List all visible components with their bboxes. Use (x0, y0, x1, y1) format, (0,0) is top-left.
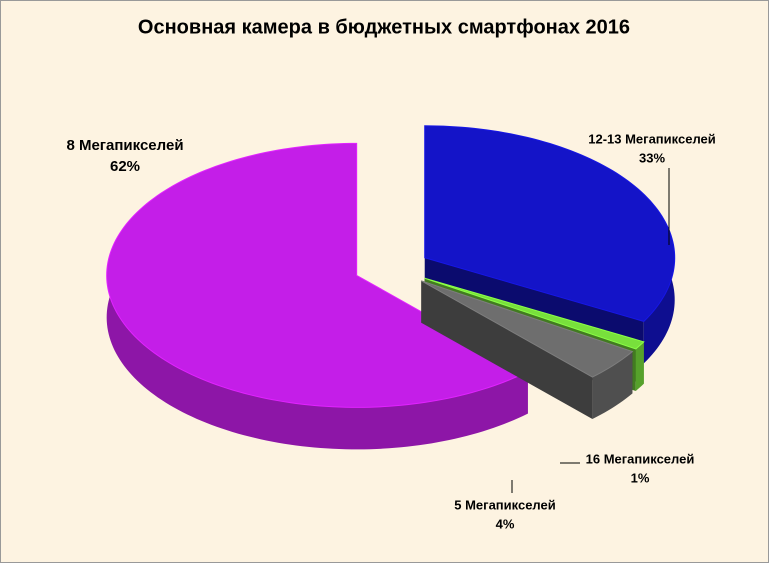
data-label-value: 4% (496, 516, 515, 531)
slice (424, 277, 645, 350)
slice-side (592, 351, 633, 420)
chart-title: Основная камера в бюджетных смартфонах 2… (138, 16, 630, 38)
data-label-name: 5 Мегапикселей (454, 497, 556, 512)
slice-side (421, 280, 593, 420)
slice (421, 280, 634, 378)
slice-side (106, 143, 528, 450)
data-label-value: 1% (631, 470, 650, 485)
data-label-name: 8 Мегапикселей (66, 137, 183, 154)
data-label-name: 16 Мегапикселей (586, 451, 695, 466)
data-label-name: 12-13 Мегапикселей (588, 131, 716, 146)
slice (424, 125, 676, 322)
data-label-value: 62% (110, 158, 140, 175)
slice (106, 142, 529, 408)
slice-side (635, 341, 644, 391)
data-label-value: 33% (639, 150, 665, 165)
